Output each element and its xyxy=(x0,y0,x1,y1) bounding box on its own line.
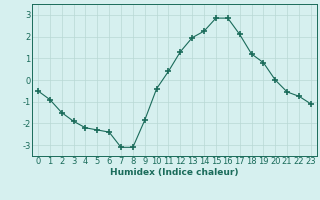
X-axis label: Humidex (Indice chaleur): Humidex (Indice chaleur) xyxy=(110,168,239,177)
